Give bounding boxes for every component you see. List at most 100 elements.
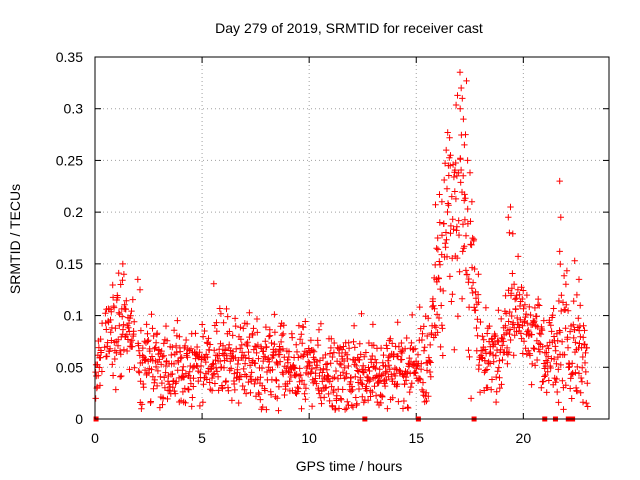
data-point — [287, 373, 295, 381]
data-point — [344, 398, 351, 405]
x-tick-labels: 0 5 10 15 20 — [91, 430, 531, 446]
data-point — [109, 372, 117, 379]
data-point — [457, 179, 464, 186]
data-point — [259, 403, 266, 411]
data-point — [490, 358, 497, 365]
data-point — [436, 261, 444, 268]
data-point — [456, 69, 464, 76]
data-point — [120, 346, 128, 353]
data-point — [434, 329, 441, 336]
data-point — [458, 295, 466, 302]
data-point — [266, 358, 273, 365]
data-point — [386, 366, 393, 373]
data-point — [434, 246, 442, 253]
data-point — [382, 369, 389, 377]
data-point — [180, 363, 187, 370]
data-point — [504, 360, 511, 367]
data-point — [313, 380, 320, 387]
y-tick-label: 0.15 — [56, 256, 83, 272]
data-point — [516, 324, 523, 331]
data-point — [323, 366, 331, 373]
data-point — [484, 330, 491, 337]
data-point — [498, 381, 505, 388]
data-point — [345, 345, 353, 352]
data-point — [158, 347, 165, 355]
data-point — [348, 383, 356, 390]
x-tick-label: 10 — [301, 430, 317, 446]
data-point — [418, 336, 426, 344]
data-point — [324, 360, 331, 368]
data-point — [308, 403, 316, 410]
data-point — [394, 353, 402, 360]
data-point — [448, 298, 455, 305]
data-point — [486, 322, 493, 330]
data-point — [578, 378, 586, 385]
data-point — [509, 230, 516, 237]
data-point — [543, 389, 550, 396]
data-point — [349, 403, 357, 411]
data-point — [197, 362, 205, 370]
x-tick-label: 15 — [408, 430, 424, 446]
data-point — [509, 270, 516, 277]
data-point — [559, 377, 566, 384]
data-point — [322, 351, 329, 359]
data-point — [308, 365, 316, 373]
data-point — [240, 325, 247, 332]
data-point — [300, 381, 308, 388]
data-point — [213, 319, 220, 326]
y-tick-label: 0.3 — [64, 101, 84, 117]
data-point — [139, 344, 146, 352]
data-point — [461, 191, 468, 198]
data-point — [341, 406, 349, 413]
data-point — [237, 324, 244, 331]
data-point — [570, 334, 577, 342]
data-point — [433, 311, 441, 318]
data-point — [263, 406, 270, 413]
data-point — [371, 356, 379, 363]
data-point — [433, 245, 440, 252]
data-point — [330, 386, 337, 394]
data-point — [525, 326, 532, 334]
data-point — [463, 77, 470, 85]
data-point — [451, 188, 458, 195]
data-point — [315, 386, 322, 394]
data-point — [467, 218, 474, 225]
data-point — [119, 313, 126, 320]
data-point — [263, 343, 270, 351]
data-point — [297, 371, 304, 379]
data-point — [344, 355, 351, 363]
data-point — [420, 323, 427, 330]
data-point — [118, 372, 125, 380]
data-point — [499, 342, 506, 349]
data-point — [291, 364, 298, 371]
data-point — [428, 329, 435, 337]
data-point — [213, 368, 221, 375]
data-point — [119, 277, 126, 284]
data-point — [581, 359, 589, 367]
data-point — [542, 371, 549, 379]
data-point — [438, 302, 445, 309]
data-point — [338, 346, 346, 353]
data-point — [177, 355, 184, 362]
data-point — [302, 318, 309, 325]
y-tick-label: 0.2 — [64, 204, 84, 220]
data-point — [298, 331, 305, 338]
data-point — [225, 387, 232, 394]
data-point — [411, 369, 418, 376]
data-point — [281, 391, 288, 399]
data-point — [126, 366, 133, 373]
data-point — [369, 352, 376, 360]
data-point — [356, 340, 363, 347]
data-point — [486, 360, 494, 367]
data-point — [533, 356, 541, 364]
data-point — [186, 368, 193, 375]
data-point — [182, 399, 189, 407]
y-tick-label: 0.25 — [56, 152, 83, 168]
data-point — [369, 321, 377, 328]
data-point — [203, 376, 210, 383]
data-point — [377, 344, 385, 352]
data-point — [402, 377, 410, 384]
data-point — [506, 326, 514, 333]
data-point — [510, 352, 517, 359]
data-point — [245, 348, 252, 356]
